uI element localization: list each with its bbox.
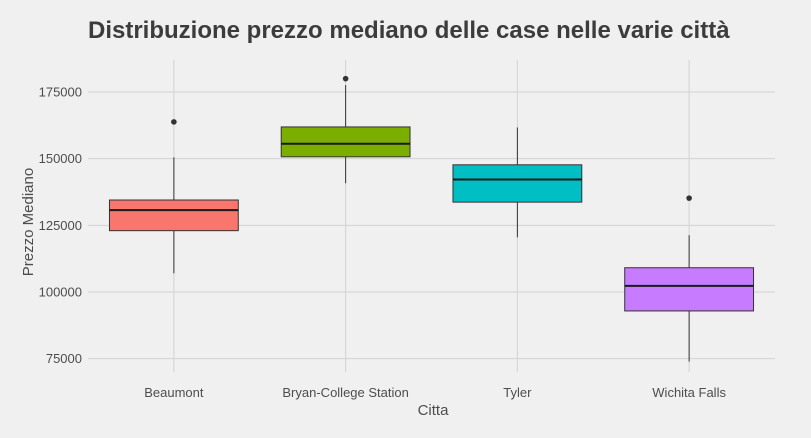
y-tick-label: 100000	[39, 285, 82, 300]
outlier-point	[342, 75, 349, 82]
y-axis-ticks: 75000 100000 125000 150000 175000	[39, 85, 82, 367]
chart-title: Distribuzione prezzo mediano delle case …	[88, 17, 730, 44]
y-axis-title: Prezzo Mediano	[20, 168, 37, 276]
box-bryan-college-station	[280, 75, 411, 184]
x-axis-title: Citta	[418, 402, 450, 419]
boxes	[108, 75, 755, 362]
y-tick-label: 75000	[46, 351, 82, 366]
outlier-point	[171, 119, 177, 125]
box-wichita-falls	[624, 195, 755, 362]
x-tick-label: Tyler	[503, 385, 532, 400]
box-iqr	[280, 126, 411, 158]
box-iqr	[108, 199, 239, 232]
box-iqr	[452, 164, 583, 203]
x-tick-label: Beaumont	[144, 385, 204, 400]
outlier-point	[686, 195, 692, 201]
box-tyler	[452, 127, 583, 238]
y-tick-label: 175000	[39, 85, 82, 100]
x-axis-ticks: Beaumont Bryan-College Station Tyler Wichit…	[144, 385, 726, 400]
y-tick-label: 150000	[39, 151, 82, 166]
y-tick-label: 125000	[39, 218, 82, 233]
box-iqr	[624, 267, 755, 312]
x-tick-label: Bryan-College Station	[282, 385, 408, 400]
x-tick-label: Wichita Falls	[652, 385, 726, 400]
box-beaumont	[108, 119, 239, 274]
